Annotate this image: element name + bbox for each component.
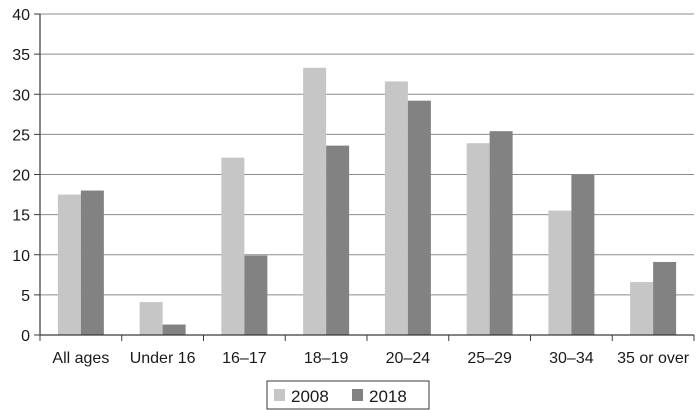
bar-2018-6 xyxy=(571,174,595,335)
y-tick-label: 15 xyxy=(12,208,30,225)
bar-2018-4 xyxy=(407,100,431,335)
legend-box xyxy=(266,380,430,410)
y-tick-label: 0 xyxy=(21,328,30,345)
y-tick-label: 35 xyxy=(12,47,30,64)
x-tick-label: 16–17 xyxy=(222,350,267,367)
bar-2008-5 xyxy=(466,143,490,335)
x-tick-label: Under 16 xyxy=(130,350,196,367)
bar-2008-4 xyxy=(384,81,408,335)
bar-2018-2 xyxy=(244,255,268,335)
legend-label-2018: 2018 xyxy=(369,387,407,406)
y-axis-ticks: 0 5 10 15 20 25 30 35 40 xyxy=(12,7,40,345)
bar-2008-7 xyxy=(630,282,654,335)
bar-2018-3 xyxy=(326,145,350,335)
legend: 2008 2018 xyxy=(266,380,430,410)
bars xyxy=(57,67,677,335)
bar-2018-5 xyxy=(489,131,513,335)
bar-2018-7 xyxy=(653,261,677,335)
x-tick-label: 35 or over xyxy=(617,350,690,367)
bar-2008-2 xyxy=(221,157,245,335)
x-tick-label: 20–24 xyxy=(386,350,431,367)
x-axis-ticks: All ages Under 16 16–17 18–19 20–24 25–29 30–3… xyxy=(39,335,695,367)
gridlines xyxy=(40,13,694,296)
bar-2008-3 xyxy=(303,67,327,335)
y-tick-label: 40 xyxy=(12,7,30,24)
y-tick-label: 25 xyxy=(12,127,30,144)
bar-2008-6 xyxy=(548,210,572,335)
x-tick-label: 18–19 xyxy=(304,350,349,367)
y-tick-label: 30 xyxy=(12,87,30,104)
x-tick-label: 25–29 xyxy=(467,350,512,367)
y-tick-label: 20 xyxy=(12,168,30,185)
bar-2008-1 xyxy=(139,302,163,335)
y-tick-label: 10 xyxy=(12,248,30,265)
legend-swatch-2008 xyxy=(274,389,285,401)
legend-swatch-2018 xyxy=(352,389,363,401)
legend-label-2008: 2008 xyxy=(291,387,329,406)
bar-2008-0 xyxy=(57,194,81,335)
x-tick-label: 30–34 xyxy=(549,350,594,367)
bar-2018-0 xyxy=(80,190,104,335)
y-tick-label: 5 xyxy=(21,288,30,305)
bar-2018-1 xyxy=(162,324,186,335)
x-tick-label: All ages xyxy=(52,350,109,367)
